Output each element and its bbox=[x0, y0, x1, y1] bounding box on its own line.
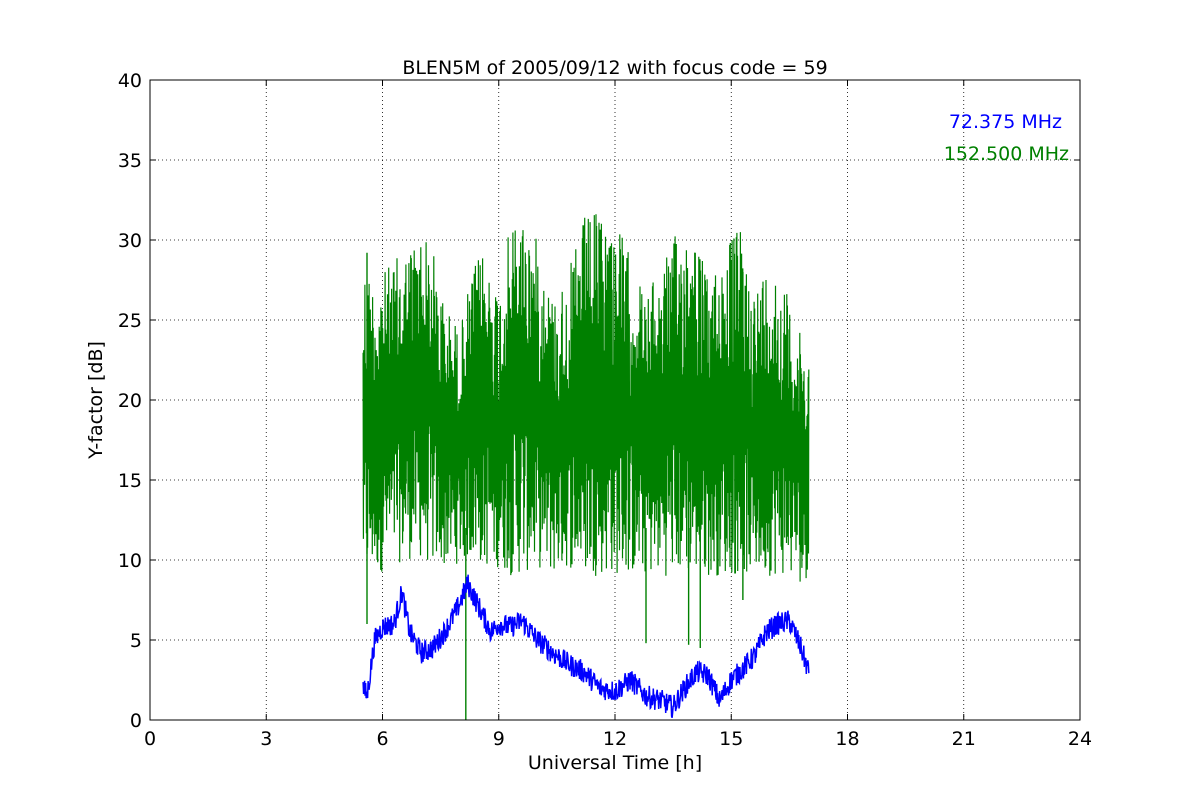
x-tick-label: 9 bbox=[493, 728, 505, 750]
legend-entry-72-375: 72.375 MHz bbox=[949, 111, 1062, 133]
y-tick-label: 40 bbox=[118, 70, 142, 92]
series-layer bbox=[362, 214, 810, 720]
x-tick-label: 3 bbox=[260, 728, 272, 750]
tick-layer: 0 3 6 9 12 15 18 21 24 0 5 10 15 20 25 30 35 40 bbox=[118, 70, 1092, 750]
x-tick-label: 12 bbox=[603, 728, 627, 750]
x-tick-label: 15 bbox=[719, 728, 743, 750]
x-tick-label: 18 bbox=[835, 728, 859, 750]
y-tick-label: 0 bbox=[130, 710, 142, 732]
x-axis-label: Universal Time [h] bbox=[528, 752, 702, 774]
x-tick-label: 21 bbox=[952, 728, 976, 750]
y-tick-label: 15 bbox=[118, 470, 142, 492]
series-72-375-line bbox=[362, 574, 810, 719]
y-tick-label: 30 bbox=[118, 230, 142, 252]
y-tick-label: 20 bbox=[118, 390, 142, 412]
y-axis-label: Y-factor [dB] bbox=[85, 341, 107, 460]
x-tick-label: 24 bbox=[1068, 728, 1092, 750]
y-tick-label: 25 bbox=[118, 310, 142, 332]
y-tick-label: 5 bbox=[130, 630, 142, 652]
x-tick-label: 6 bbox=[376, 728, 388, 750]
series-152-500-line bbox=[362, 214, 810, 582]
y-tick-label: 35 bbox=[118, 150, 142, 172]
x-tick-label: 0 bbox=[144, 728, 156, 750]
legend-entry-152-500: 152.500 MHz bbox=[944, 143, 1069, 165]
y-tick-label: 10 bbox=[118, 550, 142, 572]
legend: 72.375 MHz 152.500 MHz bbox=[944, 111, 1069, 165]
chart-title: BLEN5M of 2005/09/12 with focus code = 5… bbox=[402, 57, 827, 79]
